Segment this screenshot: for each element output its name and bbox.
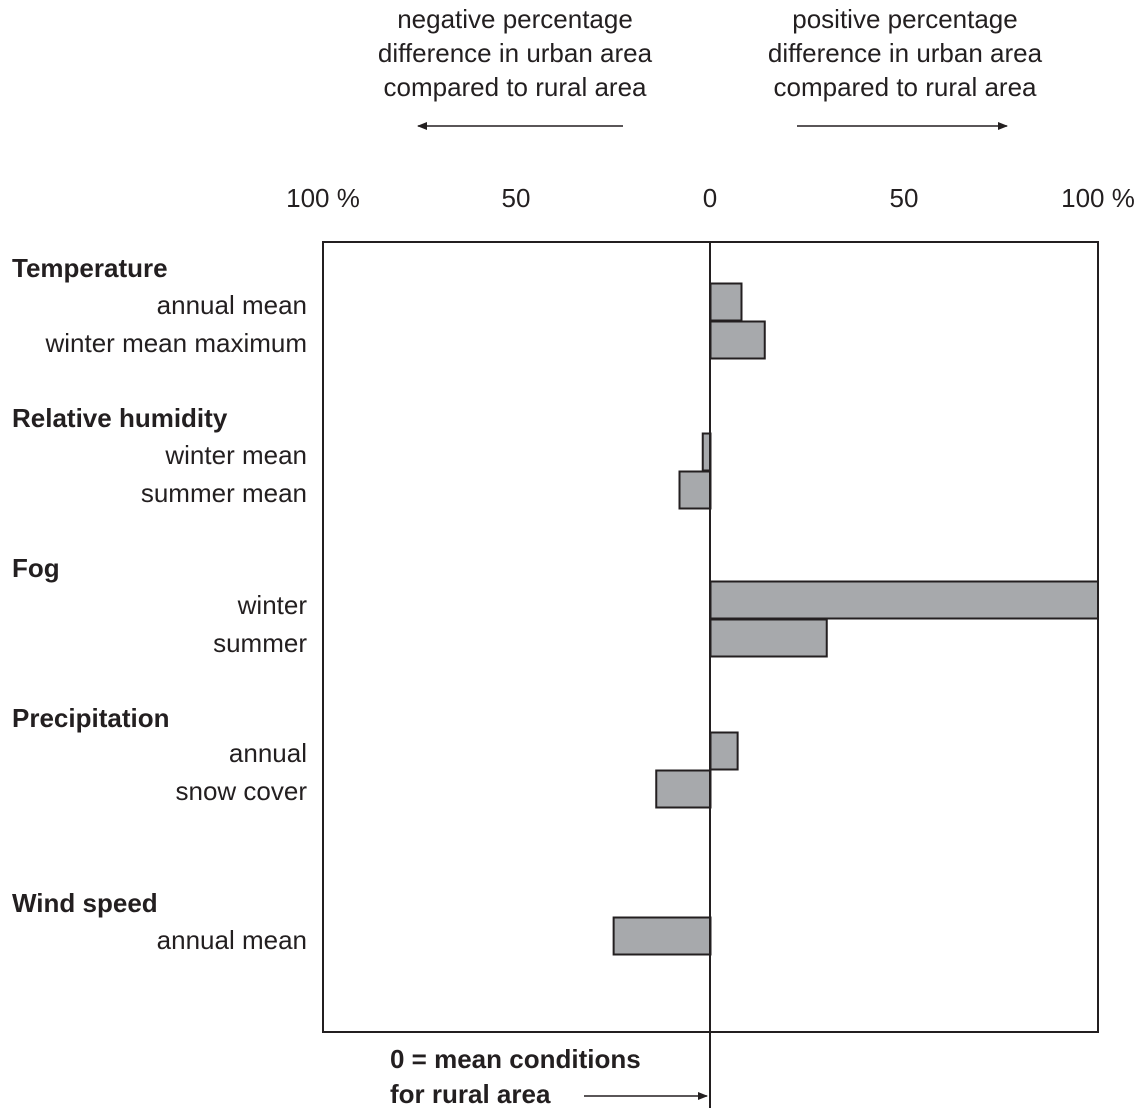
category-precipitation: Precipitation bbox=[12, 703, 169, 733]
header-left-line-1: negative percentage bbox=[397, 4, 633, 34]
bars bbox=[612, 282, 1099, 956]
bar-wind-speed-annual-mean bbox=[612, 916, 712, 956]
x-tick-label: 100 % bbox=[1061, 183, 1135, 213]
row-label: snow cover bbox=[176, 776, 308, 806]
x-axis-tick-labels: 100 % 50 0 50 100 % bbox=[286, 183, 1135, 213]
bar-fog-summer bbox=[709, 618, 828, 658]
row-label: winter mean maximum bbox=[44, 328, 307, 358]
row-label: winter mean bbox=[164, 440, 307, 470]
category-relative-humidity: Relative humidity bbox=[12, 403, 228, 433]
row-label: summer bbox=[213, 628, 307, 658]
row-labels: Temperature annual mean winter mean maxi… bbox=[12, 253, 307, 955]
zero-note-line-1: 0 = mean conditions bbox=[390, 1044, 641, 1074]
x-tick-label: 100 % bbox=[286, 183, 360, 213]
header-right-line-2: difference in urban area bbox=[768, 38, 1043, 68]
bar-precipitation-annual bbox=[709, 731, 739, 771]
row-label: summer mean bbox=[141, 478, 307, 508]
bar-relative-humidity-summer-mean bbox=[678, 470, 712, 510]
header-right-line-3: compared to rural area bbox=[773, 72, 1037, 102]
header-left-line-2: difference in urban area bbox=[378, 38, 653, 68]
header-left-line-3: compared to rural area bbox=[383, 72, 647, 102]
bar-precipitation-snow-cover bbox=[655, 769, 712, 809]
row-label: winter bbox=[237, 590, 308, 620]
bar-fog-winter bbox=[709, 580, 1099, 620]
x-tick-label: 50 bbox=[502, 183, 531, 213]
bar-temperature-winter-mean-maximum bbox=[709, 320, 766, 360]
x-tick-label: 0 bbox=[703, 183, 717, 213]
row-label: annual bbox=[229, 738, 307, 768]
category-temperature: Temperature bbox=[12, 253, 168, 283]
row-label: annual mean bbox=[157, 290, 307, 320]
header-right-line-1: positive percentage bbox=[792, 4, 1017, 34]
bar-temperature-annual-mean bbox=[709, 282, 743, 322]
category-wind-speed: Wind speed bbox=[12, 888, 158, 918]
zero-note-line-2: for rural area bbox=[390, 1079, 551, 1109]
x-tick-label: 50 bbox=[890, 183, 919, 213]
category-fog: Fog bbox=[12, 553, 60, 583]
row-label: annual mean bbox=[157, 925, 307, 955]
